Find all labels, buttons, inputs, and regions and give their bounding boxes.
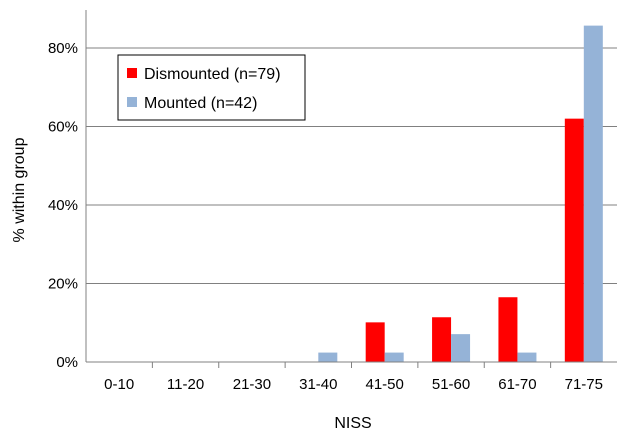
gridlines	[86, 47, 617, 284]
x-tick-label: 61-70	[498, 376, 536, 393]
y-tick-label: 20%	[48, 276, 78, 293]
y-tick-label: 0%	[56, 354, 78, 371]
bar-dismounted	[564, 118, 584, 363]
y-tick-label: 60%	[48, 119, 78, 136]
x-tick-label: 31-40	[299, 376, 337, 393]
x-axis-ticks: 0-10 11-20 21-30 31-40 41-50 51-60 61-70 71-75	[104, 362, 603, 393]
bar-mounted	[451, 334, 471, 362]
x-tick-label: 21-30	[233, 376, 271, 393]
bar-mounted	[583, 25, 603, 362]
bar-dismounted	[432, 317, 452, 362]
legend: Dismounted (n=79) Mounted (n=42)	[117, 54, 306, 121]
y-axis-ticks: 0% 20% 40% 60% 80%	[48, 40, 78, 371]
y-tick-label: 40%	[48, 197, 78, 214]
y-tick-label: 80%	[48, 40, 78, 57]
x-tick-label: 0-10	[104, 376, 134, 393]
x-tick-label: 41-50	[366, 376, 404, 393]
y-axis-title: % within group	[11, 137, 28, 242]
x-tick-label: 51-60	[432, 376, 470, 393]
bar-mounted	[517, 352, 537, 362]
bar-dismounted	[498, 297, 518, 362]
bar-dismounted	[365, 322, 385, 362]
x-axis-title: NISS	[334, 415, 371, 432]
legend-swatch-mounted	[127, 97, 137, 107]
legend-swatch-dismounted	[127, 68, 137, 78]
bars	[318, 25, 603, 363]
legend-label-dismounted: Dismounted (n=79)	[144, 66, 281, 83]
bar-mounted	[318, 352, 338, 362]
legend-box	[117, 54, 306, 121]
x-tick-label: 11-20	[167, 376, 204, 393]
legend-label-mounted: Mounted (n=42)	[144, 95, 257, 112]
x-tick-label: 71-75	[565, 376, 603, 393]
bar-mounted	[384, 352, 404, 362]
